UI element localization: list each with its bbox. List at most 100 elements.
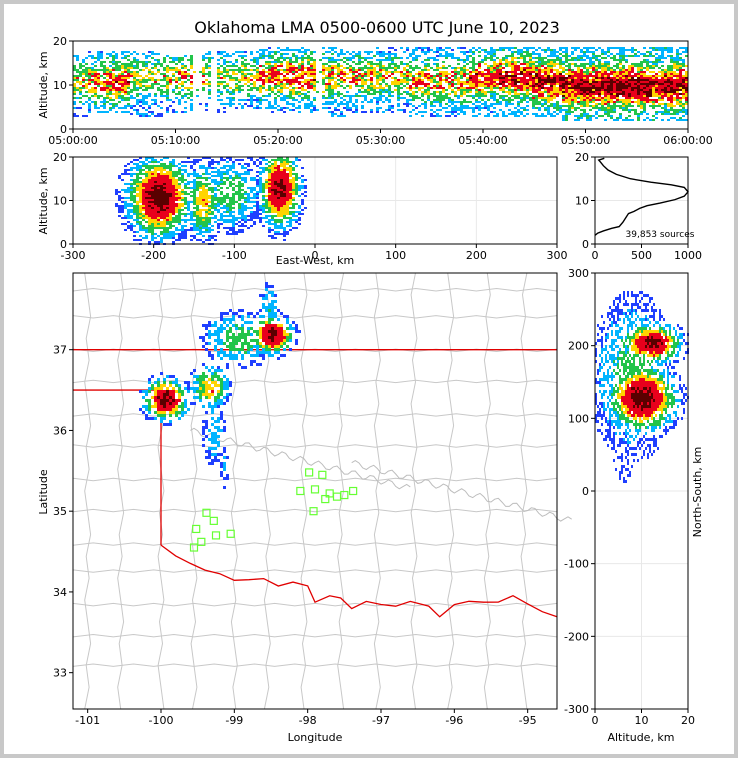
density-cell bbox=[520, 63, 523, 65]
density-cell bbox=[469, 83, 472, 85]
density-cell bbox=[568, 97, 571, 99]
density-cell bbox=[286, 61, 289, 63]
density-cell bbox=[139, 239, 142, 241]
density-cell bbox=[427, 93, 430, 95]
density-cell bbox=[409, 95, 412, 97]
density-cell bbox=[349, 69, 352, 71]
density-cell bbox=[682, 109, 685, 111]
density-cell bbox=[409, 61, 412, 63]
density-cell bbox=[148, 197, 151, 199]
density-cell bbox=[439, 109, 442, 111]
density-cell bbox=[124, 169, 127, 171]
density-cell bbox=[112, 61, 115, 63]
density-cell bbox=[166, 173, 169, 175]
density-cell bbox=[448, 47, 451, 49]
density-cell bbox=[490, 59, 493, 61]
density-cell bbox=[646, 69, 649, 71]
density-cell bbox=[580, 87, 583, 89]
density-cell bbox=[310, 69, 313, 71]
density-cell bbox=[343, 73, 346, 75]
density-cell bbox=[223, 107, 226, 109]
density-cell bbox=[193, 163, 196, 165]
density-cell bbox=[430, 113, 433, 115]
density-cell bbox=[676, 63, 679, 65]
density-cell bbox=[412, 99, 415, 101]
density-cell bbox=[646, 91, 649, 93]
density-cell bbox=[541, 115, 544, 117]
density-cell bbox=[445, 47, 448, 49]
density-cell bbox=[667, 97, 670, 99]
density-cell bbox=[133, 183, 136, 185]
density-cell bbox=[130, 63, 133, 65]
y-tick-label: 10 bbox=[53, 79, 67, 92]
density-cell bbox=[76, 57, 79, 59]
density-cell bbox=[439, 55, 442, 57]
density-cell bbox=[481, 81, 484, 83]
density-cell bbox=[268, 103, 271, 105]
density-cell bbox=[184, 199, 187, 201]
density-cell bbox=[601, 103, 604, 105]
density-cell bbox=[631, 67, 634, 69]
density-cell bbox=[676, 113, 679, 115]
density-cell bbox=[178, 193, 181, 195]
density-cell bbox=[646, 75, 649, 77]
density-cell bbox=[577, 79, 580, 81]
density-cell bbox=[451, 75, 454, 77]
density-cell bbox=[121, 85, 124, 87]
density-cell bbox=[592, 61, 595, 63]
density-cell bbox=[85, 67, 88, 69]
density-cell bbox=[187, 207, 190, 209]
density-cell bbox=[406, 79, 409, 81]
density-cell bbox=[502, 83, 505, 85]
density-cell bbox=[157, 187, 160, 189]
density-cell bbox=[592, 51, 595, 53]
density-cell bbox=[145, 159, 148, 161]
density-cell bbox=[475, 49, 478, 51]
density-cell bbox=[595, 97, 598, 99]
density-cell bbox=[388, 57, 391, 59]
density-cell bbox=[226, 69, 229, 71]
density-cell bbox=[400, 93, 403, 95]
density-cell bbox=[166, 211, 169, 213]
density-cell bbox=[400, 109, 403, 111]
density-cell bbox=[82, 61, 85, 63]
density-cell bbox=[187, 97, 190, 99]
density-cell bbox=[136, 221, 139, 223]
density-cell bbox=[148, 207, 151, 209]
density-cell bbox=[640, 101, 643, 103]
density-cell bbox=[88, 73, 91, 75]
density-cell bbox=[637, 99, 640, 101]
density-cell bbox=[493, 99, 496, 101]
density-cell bbox=[538, 71, 541, 73]
density-cell bbox=[82, 103, 85, 105]
density-cell bbox=[88, 75, 91, 77]
density-cell bbox=[676, 65, 679, 67]
density-cell bbox=[151, 161, 154, 163]
density-cell bbox=[130, 183, 133, 185]
density-cell bbox=[235, 87, 238, 89]
density-cell bbox=[439, 95, 442, 97]
density-cell bbox=[655, 87, 658, 89]
density-cell bbox=[202, 69, 205, 71]
density-cell bbox=[532, 107, 535, 109]
density-cell bbox=[142, 237, 145, 239]
density-cell bbox=[157, 167, 160, 169]
density-cell bbox=[163, 217, 166, 219]
density-cell bbox=[361, 67, 364, 69]
density-cell bbox=[487, 77, 490, 79]
density-cell bbox=[145, 187, 148, 189]
density-cell bbox=[568, 103, 571, 105]
density-cell bbox=[541, 83, 544, 85]
density-cell bbox=[133, 191, 136, 193]
density-cell bbox=[367, 67, 370, 69]
density-cell bbox=[634, 87, 637, 89]
density-cell bbox=[184, 55, 187, 57]
density-cell bbox=[253, 87, 256, 89]
density-cell bbox=[199, 229, 202, 231]
density-cell bbox=[166, 81, 169, 83]
density-cell bbox=[598, 99, 601, 101]
density-cell bbox=[178, 59, 181, 61]
density-cell bbox=[250, 59, 253, 61]
density-cell bbox=[226, 71, 229, 73]
density-cell bbox=[430, 79, 433, 81]
